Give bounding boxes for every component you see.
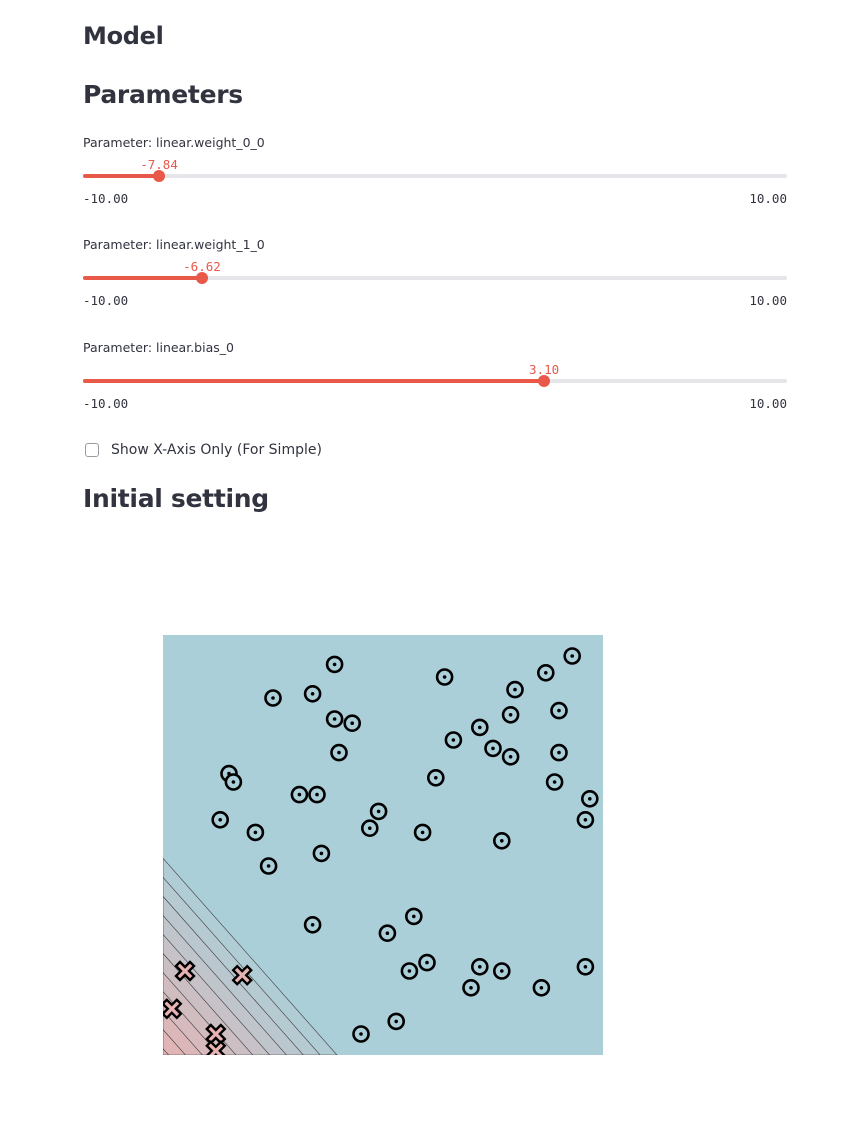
slider-value: -7.84: [140, 157, 178, 172]
point-o: [264, 689, 282, 707]
parameters-heading: Parameters: [83, 80, 243, 109]
point-o: [492, 832, 511, 850]
slider-label: Parameter: linear.weight_1_0: [83, 237, 265, 252]
slider-thumb[interactable]: [538, 375, 551, 387]
show-x-axis-checkbox[interactable]: Show X-Axis Only (For Simple): [85, 440, 322, 460]
slider-max: 10.00: [749, 293, 787, 308]
point-o: [501, 706, 520, 724]
slider-track[interactable]: [83, 272, 787, 284]
point-x: [205, 1040, 227, 1055]
slider-min: -10.00: [83, 396, 129, 411]
point-o: [418, 953, 436, 972]
slider-fill: [83, 379, 545, 383]
point-o: [211, 811, 230, 829]
point-x: [163, 998, 183, 1020]
point-o: [536, 663, 555, 682]
point-o: [325, 710, 344, 728]
slider-thumb[interactable]: [195, 272, 208, 284]
slider-fill: [83, 174, 160, 178]
point-x: [174, 960, 196, 982]
point-o: [325, 655, 344, 674]
slider-weight-0-0[interactable]: Parameter: linear.weight_0_0 -7.84 -10.0…: [83, 135, 787, 225]
point-o: [435, 668, 454, 686]
point-o: [426, 769, 445, 787]
point-x: [231, 964, 253, 986]
slider-label: Parameter: linear.weight_0_0: [83, 135, 265, 150]
contour-band: [163, 1048, 170, 1055]
point-o: [576, 957, 595, 976]
slider-track[interactable]: [83, 375, 787, 387]
point-o: [369, 802, 388, 821]
point-o: [550, 701, 568, 720]
point-o: [470, 718, 489, 737]
point-o: [246, 823, 265, 842]
point-o: [532, 978, 551, 997]
slider-min: -10.00: [83, 191, 129, 206]
point-o: [462, 978, 480, 997]
point-o: [545, 773, 564, 791]
point-o: [387, 1012, 405, 1031]
point-o: [259, 857, 278, 875]
point-o: [580, 790, 599, 808]
point-o: [501, 748, 520, 766]
point-o: [563, 647, 582, 665]
point-o: [470, 957, 489, 976]
point-o: [413, 823, 432, 842]
point-o: [303, 915, 322, 934]
point-o: [330, 743, 348, 762]
initial-setting-heading: Initial setting: [83, 484, 269, 513]
point-o: [361, 819, 379, 837]
point-o: [290, 785, 309, 804]
contour-band: [163, 1029, 186, 1055]
checkbox-label: Show X-Axis Only (For Simple): [111, 442, 322, 458]
point-o: [224, 773, 243, 791]
point-o: [378, 924, 397, 943]
slider-max: 10.00: [749, 396, 787, 411]
point-o: [405, 907, 423, 926]
slider-weight-1-0[interactable]: Parameter: linear.weight_1_0 -6.62 -10.0…: [83, 237, 787, 327]
slider-fill: [83, 276, 202, 280]
point-o: [352, 1025, 370, 1043]
point-x: [205, 1023, 227, 1045]
point-o: [492, 962, 511, 980]
slider-min: -10.00: [83, 293, 129, 308]
point-o: [550, 743, 568, 762]
point-o: [308, 785, 326, 804]
slider-value: 3.10: [529, 362, 560, 377]
slider-track[interactable]: [83, 170, 787, 182]
point-o: [343, 714, 361, 732]
point-o: [444, 731, 463, 749]
checkbox-box[interactable]: [85, 443, 99, 457]
slider-max: 10.00: [749, 191, 787, 206]
point-o: [400, 962, 419, 980]
point-o: [576, 811, 595, 829]
decision-boundary-plot: [163, 635, 603, 1055]
point-o: [303, 684, 322, 703]
point-o: [484, 739, 502, 758]
point-o: [506, 680, 524, 699]
model-heading: Model: [83, 22, 164, 50]
slider-bias-0[interactable]: Parameter: linear.bias_0 3.10 -10.00 10.…: [83, 340, 787, 430]
slider-value: -6.62: [183, 259, 221, 274]
point-o: [312, 844, 331, 863]
slider-label: Parameter: linear.bias_0: [83, 340, 234, 355]
slider-thumb[interactable]: [153, 170, 166, 182]
